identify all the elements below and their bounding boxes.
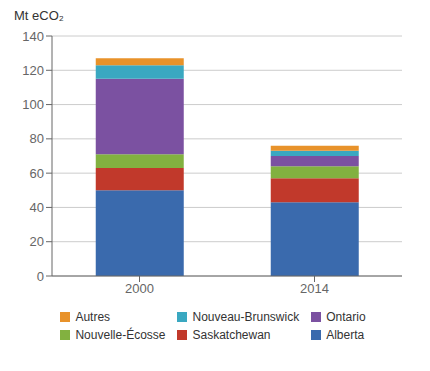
svg-text:2014: 2014 xyxy=(300,281,329,296)
html-text:Mt eCO₂: Mt eCO₂ xyxy=(14,8,64,23)
html-text:Autres: Autres xyxy=(75,310,111,324)
svg-text:60: 60 xyxy=(30,166,44,181)
svg-text:80: 80 xyxy=(30,131,44,146)
html-text:Nouveau-Brunswick: Nouveau-Brunswick xyxy=(192,310,300,324)
html-text:Saskatchewan: Saskatchewan xyxy=(192,328,271,342)
html-text:Alberta: Alberta xyxy=(326,328,365,342)
svg-text:120: 120 xyxy=(22,63,44,78)
svg-text:2000: 2000 xyxy=(125,281,154,296)
svg-text:140: 140 xyxy=(22,29,44,44)
html-text:Nouvelle-Écosse: Nouvelle-Écosse xyxy=(75,328,166,342)
html-text:Ontario: Ontario xyxy=(326,310,366,324)
svg-text:40: 40 xyxy=(30,200,44,215)
svg-text:0: 0 xyxy=(37,269,44,284)
svg-text:20: 20 xyxy=(30,234,44,249)
svg-text:100: 100 xyxy=(22,97,44,112)
